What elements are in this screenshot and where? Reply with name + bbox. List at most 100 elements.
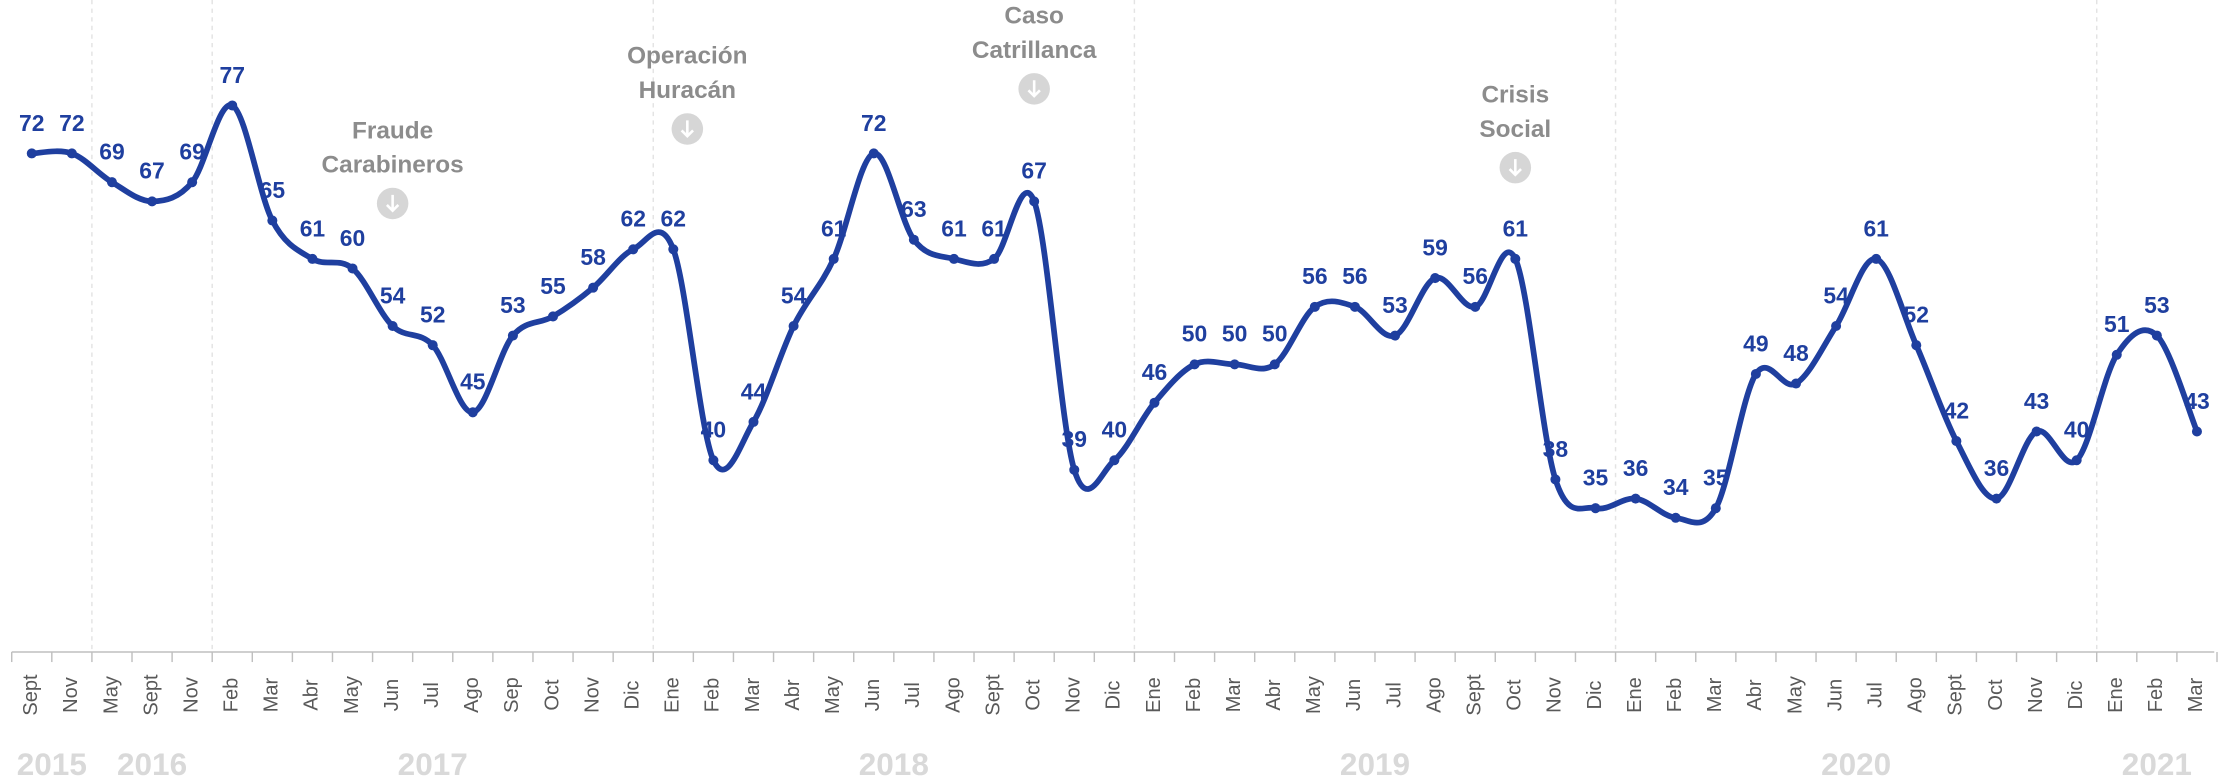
point [708,455,719,466]
data-label: 49 [1743,330,1768,356]
data-label: 56 [1462,263,1487,289]
x-tick-label: Jun [381,679,403,711]
data-label: 53 [1382,292,1407,318]
data-label: 62 [620,206,645,232]
point [547,311,559,322]
point [1189,359,1200,370]
x-tick-label: Nov [60,677,82,713]
data-label: 48 [1783,340,1809,366]
data-label: 54 [781,282,807,308]
data-label: 56 [1342,263,1367,289]
year-label: 2017 [398,746,468,781]
data-label: 40 [2064,417,2089,443]
point [1630,493,1641,504]
data-label: 69 [99,139,124,165]
x-tick-label: May [1303,676,1325,714]
point [1831,320,1842,332]
x-tick-label: Jun [1343,679,1365,711]
point [227,100,238,111]
data-label: 44 [741,378,767,404]
x-tick-label: Feb [2145,678,2167,713]
x-tick-label: Abr [782,679,804,711]
data-label: 61 [821,215,847,241]
annotation: Catrillanca [972,37,1097,64]
data-label: 61 [300,215,326,241]
x-tick-label: Jun [1824,679,1846,711]
x-tick-label: Mar [261,677,283,712]
data-label: 67 [139,158,164,184]
year-label: 2018 [859,746,929,781]
data-label: 72 [59,110,84,136]
data-label: 54 [1823,282,1849,308]
point [1029,196,1040,207]
data-label: 53 [500,292,525,318]
point [2111,349,2122,360]
x-tick-label: Jun [862,679,884,711]
year-label: 2019 [1340,746,1410,781]
data-label: 42 [1944,397,1969,423]
annotation-arrow [1508,159,1522,177]
year-label: 2021 [2122,746,2192,781]
x-tick-label: May [1784,676,1806,714]
point [788,320,799,332]
x-tick-label: Ago [1423,677,1445,713]
data-label: 77 [220,62,245,88]
annotation-arrow [385,194,400,213]
point [467,407,478,418]
point [1550,474,1561,485]
point [1069,464,1080,475]
point [1590,503,1601,514]
data-label: 38 [1543,436,1569,462]
x-tick-label: Jul [421,682,443,708]
point [1309,301,1320,312]
point [147,196,158,207]
x-tick-label: Ago [1905,677,1927,713]
data-label: 54 [380,282,406,308]
data-label: 67 [1021,158,1046,184]
x-tick-label: Oct [1985,679,2007,711]
x-tick-label: Jul [902,682,924,708]
point [1470,301,1481,312]
point [106,177,117,188]
x-tick-label: Mar [1223,677,1245,712]
data-label: 40 [1102,417,1127,443]
data-label: 51 [2104,311,2130,337]
x-tick-label: Nov [2025,677,2047,713]
point [2031,426,2042,437]
x-tick-label: Oct [1504,679,1526,711]
x-tick-label: Nov [1544,677,1566,713]
point [187,177,198,188]
x-tick-label: Ene [2105,677,2127,713]
x-tick-label: Sept [20,674,42,716]
point [1229,359,1240,370]
point [908,234,919,245]
data-label: 53 [2144,292,2169,318]
point [748,416,759,427]
point [1790,378,1802,389]
point [347,263,358,274]
point [307,253,318,264]
point [1951,436,1962,447]
data-label: 50 [1262,321,1287,347]
point [1269,359,1280,370]
data-label: 46 [1142,359,1167,385]
point [387,320,398,332]
data-label: 61 [981,215,1007,241]
x-tick-label: Ene [662,677,684,713]
point [26,148,37,159]
x-tick-label: Dic [1103,681,1125,710]
data-label: 69 [179,139,204,165]
x-tick-label: Mar [1704,677,1726,712]
x-tick-label: Mar [2185,677,2207,712]
x-tick-label: May [822,676,844,714]
data-label: 45 [460,369,486,395]
data-label: 61 [1503,215,1529,241]
x-tick-label: Ago [461,677,483,713]
point [1349,301,1360,312]
data-label: 61 [1863,215,1889,241]
x-tick-label: Sept [982,674,1004,716]
point [2071,455,2082,466]
point [668,244,679,255]
x-tick-label: Jul [1383,682,1405,708]
data-label: 58 [580,244,606,270]
